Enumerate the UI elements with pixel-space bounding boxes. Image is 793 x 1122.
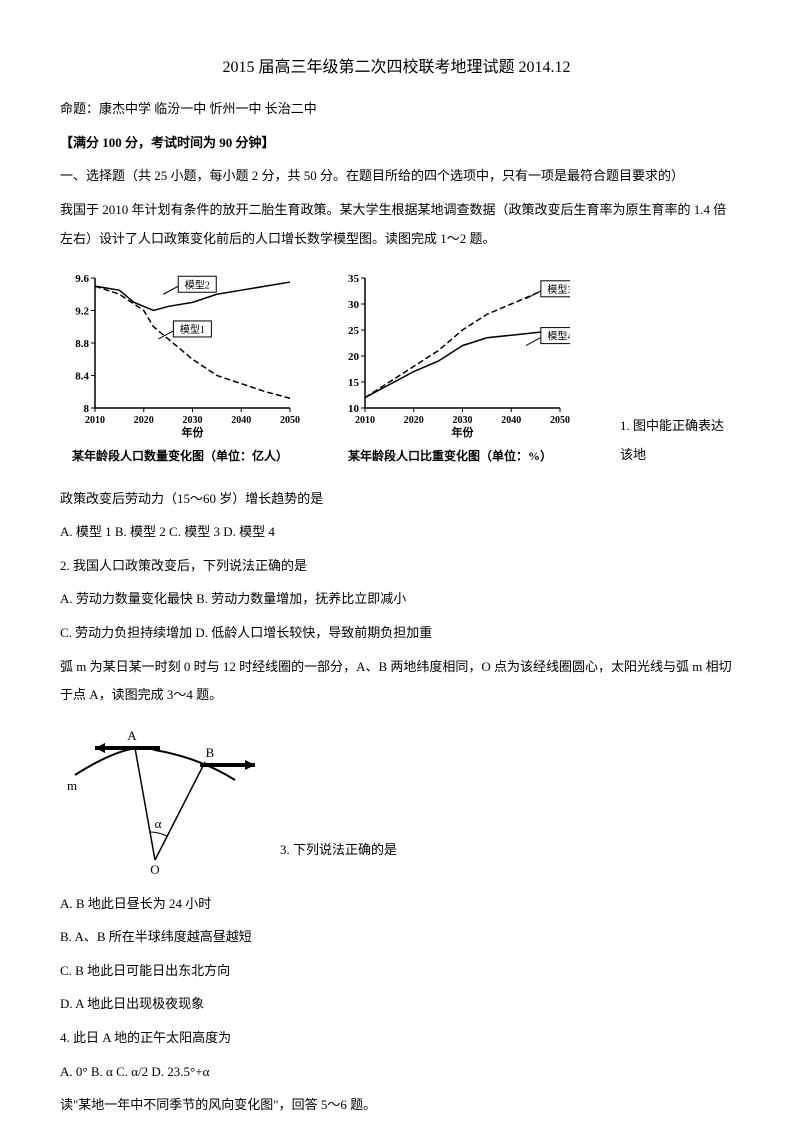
- svg-text:α: α: [155, 816, 162, 831]
- q2-options-b: C. 劳动力负担持续增加 D. 低龄人口增长较快，导致前期负担加重: [60, 619, 733, 648]
- section-heading: 一、选择题（共 25 小题，每小题 2 分，共 50 分。在题目所给的四个选项中…: [60, 162, 733, 191]
- svg-text:模型4: 模型4: [547, 330, 570, 343]
- svg-text:m: m: [67, 778, 77, 793]
- q3-option-c: C. B 地此日可能日出东北方向: [60, 957, 733, 986]
- svg-text:B: B: [206, 745, 215, 760]
- svg-text:年份: 年份: [452, 425, 475, 438]
- chart1-block: 8 8.4 8.8 9.2 9.6 2010 2020 2030 2040 2050 年份 模型2 模型…: [60, 268, 300, 469]
- svg-text:9.2: 9.2: [75, 306, 89, 318]
- intro-3: 读"某地一年中不同季节的风向变化图"，回答 5～6 题。: [60, 1091, 733, 1120]
- svg-text:2030: 2030: [183, 415, 203, 426]
- svg-text:2040: 2040: [501, 415, 521, 426]
- svg-text:20: 20: [348, 351, 360, 363]
- chart-2: 10 15 20 25 30 35 2010 2020 2030 2040 2050 年份 模型3 模型4: [330, 268, 570, 438]
- svg-text:模型1: 模型1: [180, 323, 205, 336]
- authors-line: 命题：康杰中学 临汾一中 忻州一中 长治二中: [60, 95, 733, 124]
- svg-text:8.4: 8.4: [75, 371, 89, 383]
- svg-text:2020: 2020: [134, 415, 154, 426]
- svg-text:35: 35: [348, 273, 360, 285]
- svg-text:O: O: [150, 862, 159, 877]
- q3-option-a: A. B 地此日昼长为 24 小时: [60, 890, 733, 919]
- q3: 3. 下列说法正确的是: [280, 836, 397, 865]
- intro-1: 我国于 2010 年计划有条件的放开二胎生育政策。某大学生根据某地调查数据（政策…: [60, 196, 733, 253]
- chart2-caption: 某年龄段人口比重变化图（单位：%）: [348, 443, 552, 469]
- exam-title: 2015 届高三年级第二次四校联考地理试题 2014.12: [60, 50, 733, 85]
- diagram-row: A B Om α 3. 下列说法正确的是: [60, 720, 733, 880]
- q3-option-b: B. A、B 所在半球纬度越高昼越短: [60, 923, 733, 952]
- q1-continuation: 政策改变后劳动力（15～60 岁）增长趋势的是: [60, 485, 733, 514]
- chart2-block: 10 15 20 25 30 35 2010 2020 2030 2040 2050 年份 模型3 模型4…: [330, 268, 570, 469]
- q1-options: A. 模型 1 B. 模型 2 C. 模型 3 D. 模型 4: [60, 518, 733, 547]
- svg-text:9.6: 9.6: [75, 273, 89, 285]
- svg-text:模型3: 模型3: [547, 283, 570, 296]
- svg-text:15: 15: [348, 377, 360, 389]
- charts-row: 88.48.89.29.620102020203020402050年份模型2模型…: [60, 268, 733, 469]
- svg-text:2050: 2050: [280, 415, 300, 426]
- svg-text:A: A: [127, 728, 137, 743]
- svg-text:2010: 2010: [85, 415, 105, 426]
- svg-text:2030: 2030: [453, 415, 473, 426]
- svg-text:模型2: 模型2: [185, 278, 210, 291]
- q2-options-a: A. 劳动力数量变化最快 B. 劳动力数量增加，抚养比立即减小: [60, 585, 733, 614]
- svg-text:2020: 2020: [404, 415, 424, 426]
- geometric-diagram: A B Om α: [60, 720, 260, 880]
- q2: 2. 我国人口政策改变后，下列说法正确的是: [60, 552, 733, 581]
- q4: 4. 此日 A 地的正午太阳高度为: [60, 1024, 733, 1053]
- q1-suffix: 1. 图中能正确表达该地: [620, 412, 733, 469]
- svg-text:30: 30: [348, 299, 360, 311]
- intro-2: 弧 m 为某日某一时刻 0 时与 12 时经线圈的一部分，A、B 两地纬度相同，…: [60, 653, 733, 710]
- exam-info: 【满分 100 分，考试时间为 90 分钟】: [60, 129, 733, 158]
- svg-text:2010: 2010: [355, 415, 375, 426]
- q3-option-d: D. A 地此日出现极夜现象: [60, 990, 733, 1019]
- svg-text:2050: 2050: [550, 415, 570, 426]
- q4-options: A. 0° B. α C. α/2 D. 23.5°+α: [60, 1058, 733, 1087]
- svg-text:年份: 年份: [182, 425, 205, 438]
- chart-1: 8 8.4 8.8 9.2 9.6 2010 2020 2030 2040 2050 年份 模型2 模型…: [60, 268, 300, 438]
- svg-text:25: 25: [348, 325, 360, 337]
- svg-text:8.8: 8.8: [75, 338, 89, 350]
- svg-text:2040: 2040: [231, 415, 251, 426]
- svg-text:10: 10: [348, 403, 360, 415]
- svg-text:8: 8: [84, 403, 90, 415]
- chart1-caption: 某年龄段人口数量变化图（单位：亿人）: [72, 443, 288, 469]
